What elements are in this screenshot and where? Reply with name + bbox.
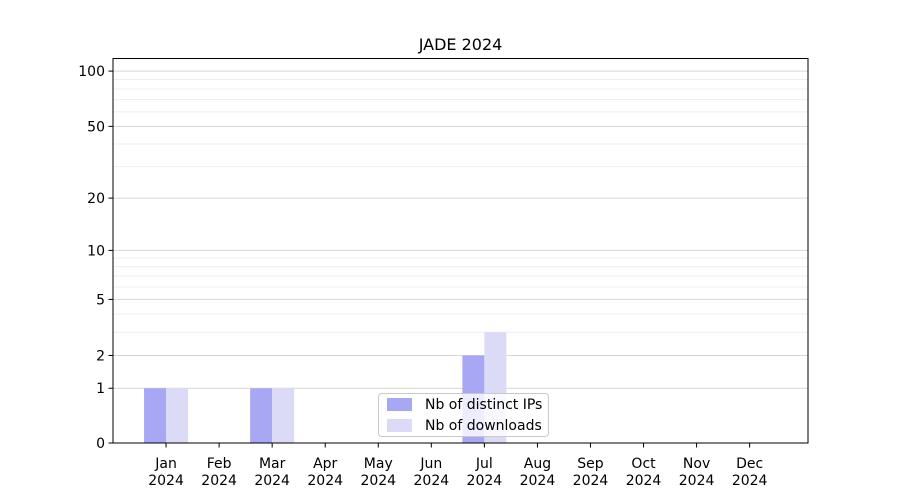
x-tick-label-year: 2024 <box>467 473 503 489</box>
x-tick-label-month: Oct <box>631 456 656 472</box>
x-tick-label-year: 2024 <box>732 473 768 489</box>
bar-nb-of-distinct-ips-mar <box>250 388 273 443</box>
x-tick-label-year: 2024 <box>307 473 343 489</box>
x-tick-label-year: 2024 <box>679 473 715 489</box>
x-tick-label-month: Dec <box>736 456 763 472</box>
y-tick-label: 0 <box>96 436 105 452</box>
legend: Nb of distinct IPs Nb of downloads <box>378 393 549 437</box>
bar-nb-of-downloads-jan <box>166 388 189 443</box>
x-tick-label-year: 2024 <box>573 473 609 489</box>
x-tick-label-month: Apr <box>313 456 337 472</box>
bar-nb-of-downloads-mar <box>272 388 295 443</box>
x-tick-label-year: 2024 <box>360 473 396 489</box>
x-tick-label-year: 2024 <box>254 473 290 489</box>
x-tick-label-month: Aug <box>524 456 551 472</box>
legend-label-downloads: Nb of downloads <box>425 417 542 434</box>
y-tick-label: 50 <box>87 119 105 135</box>
legend-item-downloads: Nb of downloads <box>387 417 542 434</box>
legend-swatch-downloads <box>387 419 412 432</box>
x-tick-label-month: Nov <box>683 456 710 472</box>
legend-item-distinct-ips: Nb of distinct IPs <box>387 396 543 413</box>
y-tick-label: 1 <box>96 381 105 397</box>
y-tick-label: 100 <box>78 64 105 80</box>
x-tick-label-year: 2024 <box>626 473 662 489</box>
x-tick-label-month: Jul <box>475 456 493 472</box>
bar-nb-of-distinct-ips-jan <box>144 388 167 443</box>
x-tick-label-year: 2024 <box>520 473 556 489</box>
x-tick-label-month: Mar <box>259 456 286 472</box>
x-tick-label-year: 2024 <box>148 473 184 489</box>
x-tick-label-month: Sep <box>577 456 604 472</box>
y-tick-label: 5 <box>96 292 105 308</box>
x-tick-label-month: Feb <box>207 456 232 472</box>
x-tick-label-month: Jun <box>419 456 442 472</box>
y-tick-label: 20 <box>87 191 105 207</box>
y-tick-label: 10 <box>87 243 105 259</box>
x-tick-label-year: 2024 <box>201 473 237 489</box>
x-tick-label-month: Jan <box>154 456 177 472</box>
chart-title: JADE 2024 <box>418 35 503 54</box>
x-tick-label-year: 2024 <box>414 473 450 489</box>
legend-swatch-distinct-ips <box>387 398 412 411</box>
legend-label-distinct-ips: Nb of distinct IPs <box>425 396 543 413</box>
y-tick-label: 2 <box>96 348 105 364</box>
x-tick-label-month: May <box>364 456 393 472</box>
